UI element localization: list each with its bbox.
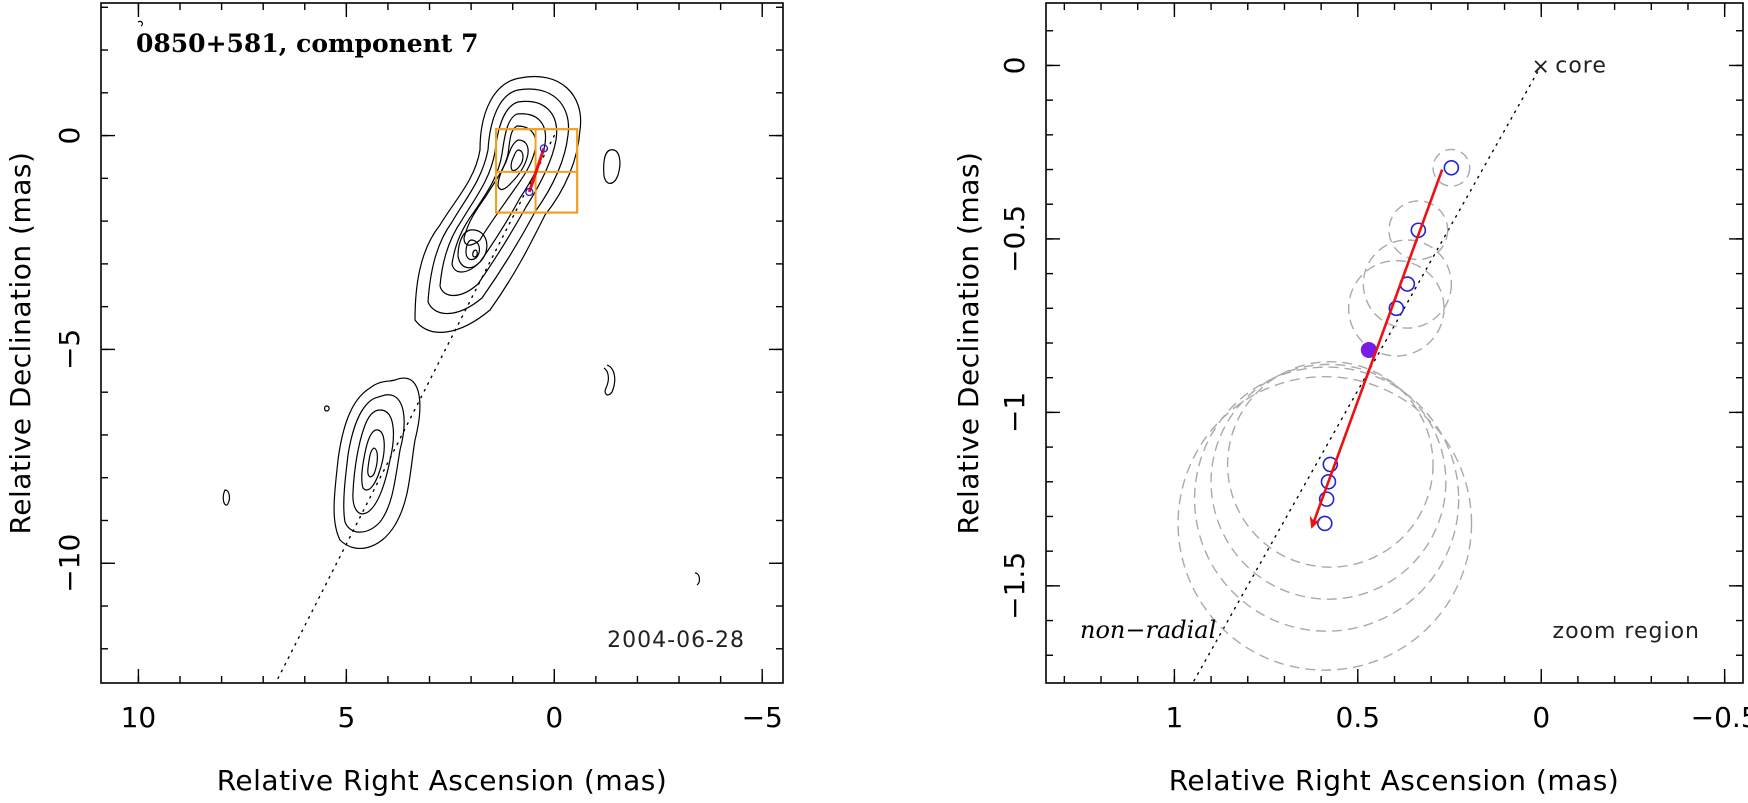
component-marker [1320, 473, 1337, 490]
component-marker [1318, 491, 1335, 507]
right-panel: 10.50−0.5 0−0.5−1−1.5 × core non−radial … [952, 2, 1748, 797]
left-y-axis-label: Relative Declination (mas) [4, 152, 37, 535]
left-x-axis-label: Relative Right Ascension (mas) [217, 764, 668, 797]
x-tick-label: 0 [545, 701, 563, 734]
x-tick-label: 5 [337, 701, 355, 734]
fit-circle [1226, 361, 1434, 568]
right-x-tick-labels: 1 0.5 0 −0.5 [1165, 701, 1748, 734]
y-tick-label: −10 [53, 534, 86, 593]
fit-circle [1177, 375, 1473, 671]
left-ridge-line [274, 134, 555, 684]
left-axis-ticks [101, 3, 783, 683]
y-tick-label: 0 [998, 57, 1031, 75]
fit-circle [1362, 239, 1453, 329]
right-trajectory-line [1309, 169, 1444, 529]
x-tick-label: 0.5 [1336, 701, 1381, 734]
x-tick-label: 0 [1532, 701, 1550, 734]
right-fit-circles [1177, 148, 1473, 671]
right-axis-ticks [1046, 3, 1743, 683]
x-tick-label: 1 [1165, 701, 1183, 734]
left-y-tick-labels: 0 −5 −10 [53, 127, 86, 593]
core-marker: × [1532, 54, 1551, 79]
component-marker [1317, 515, 1333, 532]
x-tick-label: −5 [742, 701, 783, 734]
right-plot-frame [1045, 2, 1744, 684]
fit-circle [1432, 148, 1471, 187]
right-x-axis-label: Relative Right Ascension (mas) [1169, 764, 1620, 797]
fit-circle [1193, 366, 1460, 632]
left-component-marks [525, 144, 549, 197]
core-label: core [1555, 53, 1607, 78]
component-marker [1388, 300, 1405, 317]
left-trajectory-line [527, 147, 546, 193]
component-marker [1322, 456, 1339, 473]
left-panel: 10 5 0 −5 0 −5 −10 0850+581, component 7 2004… [4, 2, 784, 797]
left-x-tick-labels: 10 5 0 −5 [121, 701, 783, 734]
motion-type-label: non−radial [1080, 616, 1216, 644]
fit-circle [1210, 363, 1447, 600]
mean-position-marker [1360, 341, 1377, 358]
zoom-region-label: zoom region [1553, 619, 1700, 644]
fit-circle [1388, 200, 1449, 261]
y-tick-label: −5 [53, 329, 86, 370]
x-tick-label: −0.5 [1691, 701, 1748, 734]
zoom-box-outline [494, 128, 579, 214]
right-y-tick-labels: 0 −0.5 −1 −1.5 [998, 57, 1031, 620]
right-y-axis-label: Relative Declination (mas) [952, 152, 985, 535]
right-component-markers [1317, 159, 1460, 532]
left-component-point [539, 144, 549, 153]
y-tick-label: 0 [53, 127, 86, 145]
x-tick-label: 10 [121, 701, 157, 734]
fit-circle [1347, 259, 1445, 357]
left-epoch-date: 2004-06-28 [607, 628, 745, 653]
left-contours [137, 20, 701, 586]
left-panel-title: 0850+581, component 7 [136, 29, 479, 58]
left-component-point [525, 187, 534, 197]
left-plot-frame [100, 2, 784, 684]
y-tick-label: −1.5 [998, 552, 1031, 620]
y-tick-label: −0.5 [998, 205, 1031, 273]
right-trajectory-arrow [1309, 169, 1444, 529]
y-tick-label: −1 [998, 392, 1031, 433]
component-marker [1443, 159, 1460, 176]
